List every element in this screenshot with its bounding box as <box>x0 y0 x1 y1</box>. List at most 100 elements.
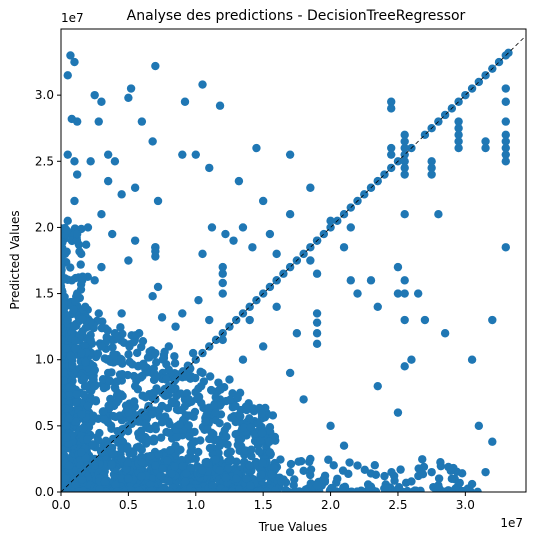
data-point <box>147 487 156 492</box>
data-point <box>400 289 409 298</box>
data-point <box>257 409 267 418</box>
data-point <box>71 417 80 426</box>
data-point <box>111 480 120 490</box>
data-point <box>72 390 82 399</box>
y-axis-label: Predicted Values <box>8 210 22 309</box>
data-point <box>226 395 235 404</box>
data-point <box>151 461 160 470</box>
data-point <box>326 421 335 431</box>
data-point <box>467 355 477 364</box>
data-point <box>427 163 436 173</box>
data-point <box>117 190 126 199</box>
data-point <box>370 461 380 470</box>
data-point <box>257 458 267 468</box>
data-point <box>91 396 100 405</box>
data-point <box>83 223 93 232</box>
data-point <box>447 487 456 492</box>
data-point <box>390 476 399 485</box>
data-point <box>339 441 349 450</box>
data-point <box>215 401 225 410</box>
data-point <box>306 256 315 265</box>
data-point <box>77 475 87 484</box>
data-point <box>81 453 91 463</box>
data-point <box>148 388 158 398</box>
data-point <box>90 461 99 470</box>
data-point <box>380 484 389 492</box>
data-point <box>180 402 189 411</box>
data-point <box>501 130 510 140</box>
x-axis-ticks: 0.0 0.5 1.0 1.5 2.0 2.5 3.0 <box>51 492 475 512</box>
data-point <box>267 470 276 479</box>
data-point <box>137 117 147 126</box>
data-point <box>205 372 215 381</box>
data-point <box>306 183 315 192</box>
data-point <box>61 237 66 247</box>
data-point <box>146 451 155 461</box>
data-point <box>265 448 275 457</box>
data-point <box>151 372 161 381</box>
data-point <box>172 405 182 414</box>
data-point <box>81 302 90 311</box>
data-point <box>162 456 172 465</box>
data-point <box>95 485 104 492</box>
data-point <box>211 455 220 464</box>
data-point <box>258 342 268 351</box>
data-point <box>77 348 86 358</box>
x-offset-label: 1e7 <box>500 516 523 530</box>
data-point <box>63 71 72 80</box>
data-point <box>234 435 243 445</box>
data-point <box>222 422 232 431</box>
y-offset-label: 1e7 <box>61 11 84 25</box>
data-point <box>118 369 127 379</box>
data-point <box>201 458 210 467</box>
data-point <box>400 276 409 285</box>
data-point <box>108 229 117 239</box>
data-point <box>306 465 316 474</box>
y-tick-label: 2.0 <box>35 220 54 234</box>
data-point <box>211 393 220 402</box>
data-point <box>194 447 203 457</box>
data-point <box>70 344 80 353</box>
data-point <box>224 463 233 473</box>
data-point <box>209 401 218 411</box>
data-point <box>481 137 490 146</box>
data-point <box>70 157 79 166</box>
data-point <box>170 352 179 361</box>
data-point <box>61 344 71 353</box>
data-point <box>156 487 165 492</box>
data-point <box>170 462 179 471</box>
data-point <box>407 355 416 364</box>
data-point <box>387 143 396 153</box>
data-point <box>137 458 147 467</box>
data-point <box>184 395 194 404</box>
data-point <box>227 487 236 492</box>
data-point <box>440 329 450 338</box>
data-point <box>242 474 251 483</box>
data-point <box>76 260 85 269</box>
data-point <box>156 433 166 442</box>
data-point <box>373 302 382 311</box>
data-point <box>108 343 117 352</box>
data-point <box>238 355 248 364</box>
data-point <box>319 475 328 484</box>
data-point <box>77 410 86 419</box>
data-point <box>184 421 194 430</box>
y-tick-label: 1.0 <box>35 353 54 367</box>
data-point <box>134 373 144 383</box>
data-point <box>164 428 174 438</box>
data-point <box>83 435 92 444</box>
data-point <box>324 455 333 464</box>
data-point <box>360 465 369 474</box>
data-point <box>239 423 249 432</box>
data-point <box>62 421 71 431</box>
data-point <box>226 455 235 464</box>
data-point <box>400 163 409 173</box>
data-point <box>61 275 66 285</box>
data-point <box>147 410 157 419</box>
data-point <box>97 342 106 351</box>
data-point <box>249 404 258 413</box>
data-point <box>171 441 180 450</box>
data-point <box>393 408 403 417</box>
data-point <box>61 396 66 406</box>
data-point <box>61 361 66 371</box>
